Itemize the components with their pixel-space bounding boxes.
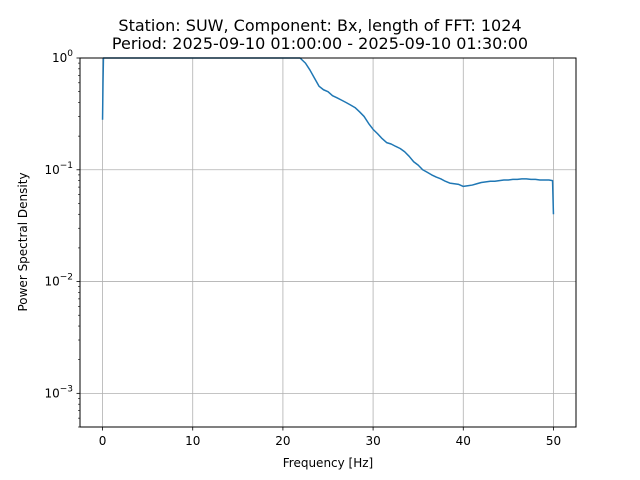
- y-tick-label: 10−3: [44, 384, 73, 400]
- x-tick-label: 10: [185, 434, 200, 448]
- y-axis-label: Power Spectral Density: [16, 172, 30, 311]
- grid-lines: [80, 57, 576, 427]
- y-tick-label: 10−2: [44, 273, 73, 289]
- x-tick-label: 30: [365, 434, 380, 448]
- y-tick-label: 100: [52, 49, 73, 65]
- series-line-group: [101, 57, 555, 215]
- x-axis-label: Frequency [Hz]: [283, 456, 374, 470]
- x-tick-label: 50: [546, 434, 561, 448]
- x-tick-label: 40: [456, 434, 471, 448]
- x-axis: 0 10 20 30 40 50: [99, 427, 561, 448]
- x-tick-label: 20: [275, 434, 290, 448]
- y-axis: 10−3 10−2 10−1 100: [44, 49, 80, 428]
- chart-title: Station: SUW, Component: Bx, length of F…: [118, 16, 522, 35]
- chart-subtitle: Period: 2025-09-10 01:00:00 - 2025-09-10…: [111, 34, 529, 53]
- psd-series-line: [101, 57, 555, 215]
- x-tick-label: 0: [99, 434, 107, 448]
- plot-frame: [79, 57, 577, 428]
- y-tick-label: 10−1: [44, 161, 73, 177]
